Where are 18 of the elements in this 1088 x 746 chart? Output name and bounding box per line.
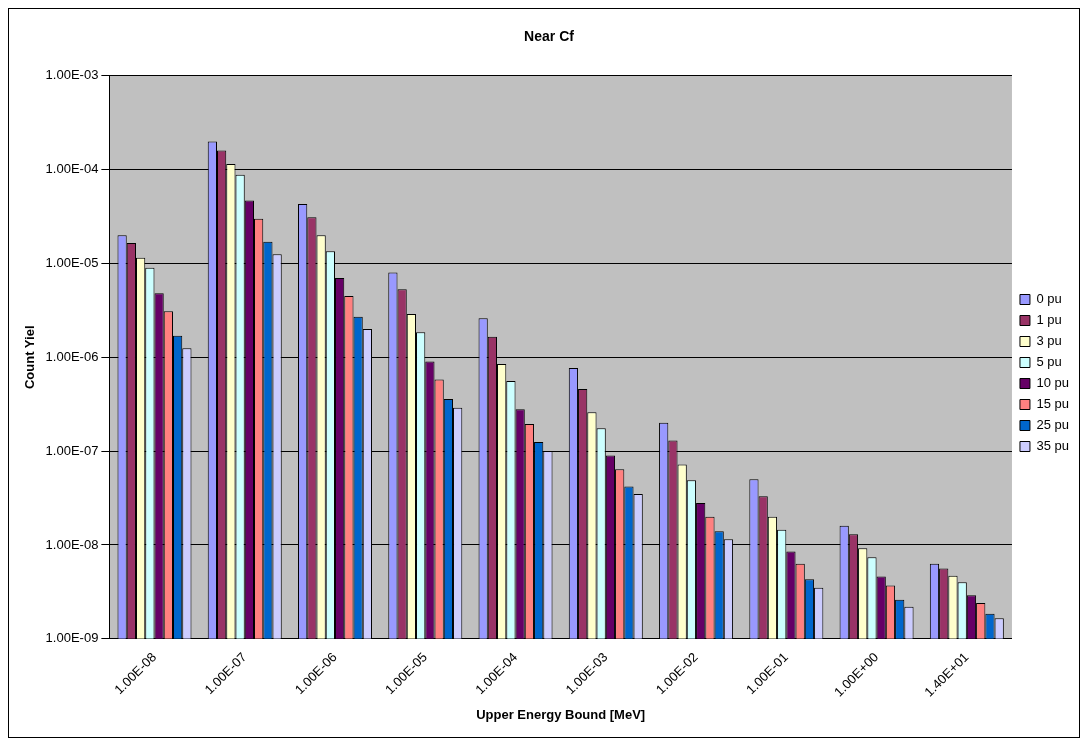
legend-label: 35 pu (1036, 438, 1070, 454)
y-tick-label: 1.00E-07 (45, 442, 99, 458)
legend-label: 10 pu (1036, 375, 1070, 391)
legend-label: 1 pu (1036, 312, 1062, 328)
y-tick-label: 1.00E-06 (45, 348, 99, 364)
legend-label: 25 pu (1036, 417, 1070, 433)
y-tick-label: 1.00E-04 (45, 161, 99, 177)
legend-label: 15 pu (1036, 396, 1070, 412)
y-axis-title: Count Yiel (22, 325, 38, 390)
legend-label: 3 pu (1036, 333, 1062, 349)
chart-title: Near Cf (524, 28, 575, 45)
y-tick-label: 1.00E-03 (45, 67, 99, 83)
y-tick-label: 1.00E-05 (45, 255, 99, 271)
y-tick-label: 1.00E-08 (45, 536, 99, 552)
legend-label: 0 pu (1036, 291, 1062, 307)
x-axis-title: Upper Energy Bound [MeV] (476, 706, 646, 722)
y-tick-label: 1.00E-09 (45, 630, 99, 646)
legend-label: 5 pu (1036, 354, 1062, 370)
